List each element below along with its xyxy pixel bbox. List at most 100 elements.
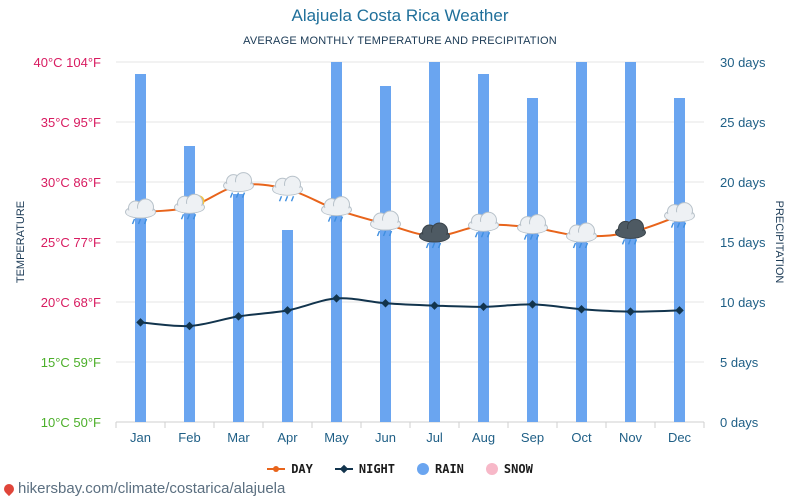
night-point	[185, 321, 194, 331]
y-left-tick-label: 15°C 59°F	[41, 355, 101, 370]
rain-bar	[331, 62, 342, 422]
rain-drop	[229, 192, 234, 198]
cloud-fill	[420, 232, 449, 242]
legend-item-day[interactable]: DAY	[267, 462, 313, 476]
legend-snow-swatch	[485, 463, 498, 475]
x-tick-label: Apr	[277, 430, 298, 445]
rain-drop	[388, 230, 393, 237]
rain-drop	[376, 230, 381, 237]
rain-drop	[578, 242, 583, 249]
storm-cloud-icon	[615, 218, 646, 245]
rain-drop	[192, 213, 197, 220]
rain-drop	[278, 195, 283, 202]
y-left-axis-title: TEMPERATURE	[15, 201, 27, 283]
night-point	[283, 306, 292, 315]
rain-bar	[527, 98, 538, 422]
night-point	[479, 302, 488, 312]
night-point	[136, 318, 145, 327]
rain-drop	[670, 222, 675, 228]
x-tick-label: Aug	[472, 430, 495, 445]
x-tick-label: Feb	[178, 430, 200, 445]
source-link[interactable]: hikersbay.com/climate/costarica/alajuela	[1, 480, 285, 497]
legend-snow-label: SNOW	[503, 462, 533, 476]
rain-cloud-icon	[321, 196, 352, 222]
gridlines	[115, 61, 705, 428]
rain-drop	[627, 239, 632, 245]
x-tick-label: Jun	[375, 430, 396, 445]
rain-cloud-icon	[468, 211, 499, 238]
rain-drop	[529, 234, 534, 240]
y-right-tick-label: 30 days	[720, 55, 766, 70]
night-line	[140, 297, 680, 328]
y-left-tick-label: 25°C 77°F	[41, 235, 101, 250]
night-point	[577, 304, 586, 314]
rain-drop	[284, 195, 289, 202]
cloud-fill	[665, 212, 694, 222]
cloud-fill	[518, 224, 547, 234]
cloud-fill	[469, 221, 498, 231]
rain-drop	[431, 242, 436, 249]
x-tick-label: Sep	[521, 430, 544, 445]
rain-bar	[674, 98, 685, 422]
y-left-tick-label: 10°C 50°F	[41, 415, 101, 430]
rain-drop	[584, 242, 589, 249]
rain-drop	[572, 242, 577, 249]
rain-drop	[480, 231, 485, 238]
y-right-axis-title: PRECIPITATION	[773, 201, 785, 284]
rain-bar	[233, 194, 244, 422]
legend-day-swatch	[267, 464, 286, 474]
axis-labels: TEMPERATURE PRECIPITATION	[15, 201, 785, 284]
cloud-fill	[616, 228, 645, 238]
y-right-tick-label: 0 days	[720, 415, 759, 430]
rain-drop	[180, 213, 185, 220]
rain-bar	[478, 74, 489, 422]
rain-cloud-icon	[664, 202, 695, 228]
y-axis-left: 10°C 50°F 15°C 59°F 20°C 68°F 25°C 77°F 30°C…	[34, 55, 102, 430]
weather-icons	[125, 172, 695, 249]
y-right-tick-label: 20 days	[720, 175, 766, 190]
legend-rain-swatch	[417, 463, 429, 475]
rain-drop	[486, 231, 491, 238]
y-axis-right: 0 days 5 days 10 days 15 days 20 days 25 days…	[720, 55, 766, 430]
chart-title: Alajuela Costa Rica Weather	[291, 6, 509, 25]
cloud-fill	[175, 203, 204, 213]
legend-item-rain[interactable]: RAIN	[417, 462, 464, 476]
rain-drop	[535, 234, 540, 240]
cloud-fill	[273, 185, 302, 195]
y-right-tick-label: 5 days	[720, 355, 759, 370]
x-tick-label: Nov	[619, 430, 643, 445]
rain-drop	[621, 239, 626, 245]
y-right-tick-label: 10 days	[720, 295, 766, 310]
chart-subtitle: AVERAGE MONTHLY TEMPERATURE AND PRECIPIT…	[243, 35, 557, 47]
rain-cloud-icon	[370, 210, 401, 237]
x-tick-label: Jan	[130, 430, 151, 445]
rain-drop	[523, 234, 528, 240]
rain-cloud-icon	[517, 214, 548, 240]
legend-item-night[interactable]: NIGHT	[334, 462, 395, 476]
rain-drop	[290, 195, 295, 202]
rain-cloud-icon	[223, 172, 254, 198]
y-right-tick-label: 25 days	[720, 115, 766, 130]
rain-drop	[474, 231, 479, 238]
x-axis: Jan Feb Mar Apr May Jun Jul Aug Sep Oct Nov Dec	[130, 430, 692, 445]
rain-bar	[184, 146, 195, 422]
legend-rain-label: RAIN	[435, 462, 464, 476]
cloud-fill	[224, 182, 253, 192]
y-left-tick-label: 35°C 95°F	[41, 115, 101, 130]
rain-drop	[327, 216, 332, 222]
rain-drop	[137, 218, 142, 225]
legend-day-label: DAY	[291, 462, 313, 476]
storm-cloud-icon	[419, 222, 450, 249]
legend-night-swatch	[334, 464, 353, 474]
x-tick-label: Oct	[571, 430, 592, 445]
location-pin-icon	[1, 481, 17, 496]
y-right-tick-label: 15 days	[720, 235, 766, 250]
rain-drop	[425, 242, 430, 249]
x-tick-label: May	[324, 430, 349, 445]
rain-bar	[380, 86, 391, 422]
legend-item-snow[interactable]: SNOW	[485, 462, 533, 476]
legend: DAY NIGHT RAIN SNOW	[0, 462, 800, 476]
night-point	[528, 300, 537, 309]
rain-drop	[676, 222, 681, 228]
